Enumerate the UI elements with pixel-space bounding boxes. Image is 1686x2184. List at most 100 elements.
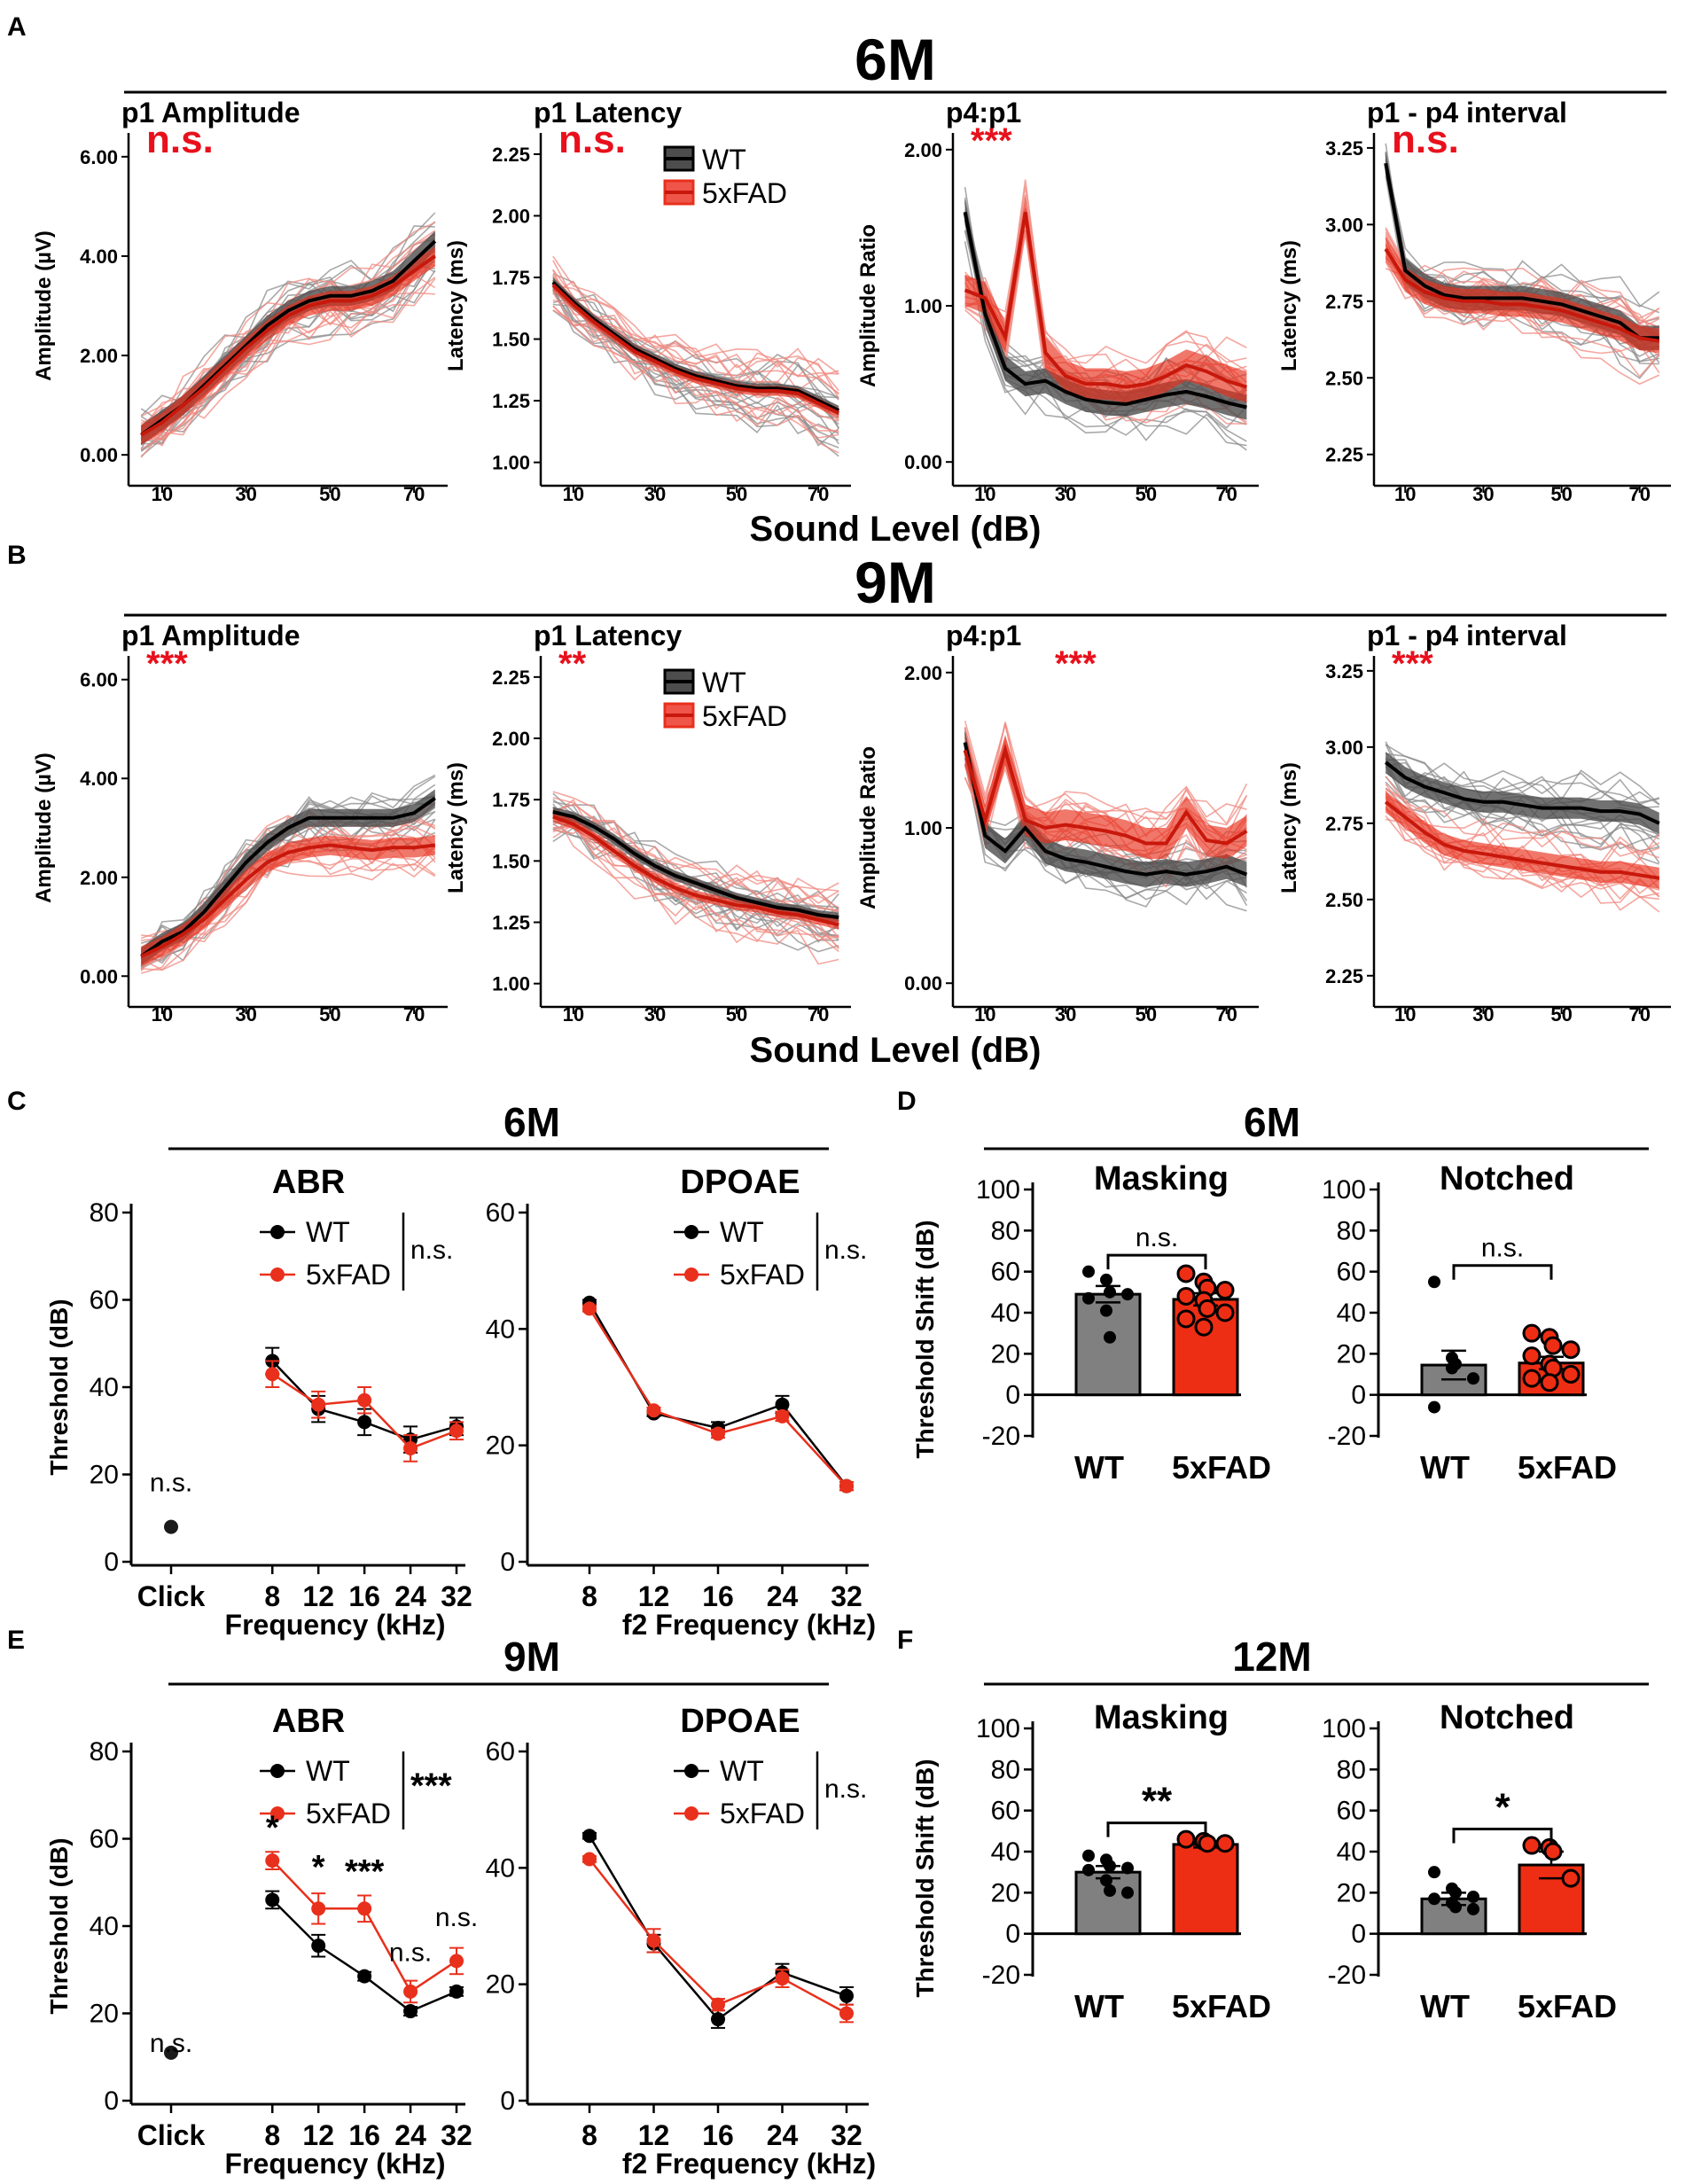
- trace-wt: [964, 241, 1247, 442]
- panel-letter-A: A: [7, 12, 27, 42]
- trace-fad: [552, 285, 839, 385]
- legend-marker-fad: [270, 1806, 285, 1821]
- y-tick-label: 40: [1337, 1837, 1366, 1867]
- dot-wt: [1104, 1285, 1116, 1299]
- trace-fad: [552, 275, 839, 392]
- data-point-fad: [311, 1397, 326, 1412]
- y-tick-label: 100: [1322, 1175, 1366, 1205]
- mean-line-fad: [551, 283, 840, 415]
- y-tick-label: 1.75: [492, 789, 530, 811]
- x-tick-label: 10: [152, 483, 173, 505]
- subplot-title: Masking: [1094, 1160, 1229, 1197]
- x-tick-label: 12: [638, 2119, 670, 2151]
- band-fad: [141, 246, 435, 445]
- data-point-wt: [265, 1892, 280, 1907]
- dot-fad: [1176, 1264, 1196, 1283]
- trace-fad: [140, 230, 436, 437]
- panel-letter-F: F: [897, 1626, 913, 1655]
- x-tick-label: 32: [831, 2119, 863, 2151]
- significance-label: n.s.: [146, 118, 214, 161]
- y-tick-label: 100: [976, 1175, 1020, 1205]
- x-tick-label: 10: [974, 483, 995, 505]
- subplot-B-2: p4:p1 *** Amplitude Ratio 0.00 1.00 2.00 10 30 5…: [856, 620, 1259, 1026]
- y-tick-label: 6.00: [80, 669, 118, 691]
- y-tick-label: 2.00: [904, 139, 942, 161]
- y-tick-label: 0: [1005, 1381, 1020, 1410]
- trace-fad: [1385, 818, 1660, 901]
- y-tick-label: 0: [104, 2086, 119, 2116]
- mean-line-fad: [1384, 247, 1660, 343]
- subplot-title: p1 Amplitude: [121, 620, 300, 651]
- shared-xlabel-A: Sound Level (dB): [750, 510, 1042, 549]
- y-tick-label: 2.25: [1325, 444, 1363, 466]
- mean-line-fad: [964, 211, 1247, 389]
- dot-fad: [1561, 1340, 1581, 1360]
- x-tick-label: Click: [137, 2119, 206, 2151]
- band-wt: [964, 199, 1247, 420]
- x-tick-label: 12: [638, 1580, 670, 1612]
- dot-wt: [1449, 1886, 1462, 1899]
- y-tick-label: 1.50: [492, 850, 530, 872]
- dot-fad: [1215, 1281, 1235, 1300]
- y-tick-label: 6.00: [80, 146, 118, 168]
- y-tick-label: 3.25: [1325, 137, 1363, 160]
- x-tick-label: 24: [394, 2119, 426, 2151]
- y-tick-label: 0: [1351, 1381, 1366, 1410]
- y-axis-label: Amplitude (µV): [32, 230, 56, 381]
- y-tick-label: 4.00: [80, 768, 118, 790]
- group-title-C: 6M: [503, 1099, 560, 1145]
- dot-fad: [1194, 1317, 1214, 1337]
- y-tick-label: 80: [1337, 1216, 1366, 1245]
- data-point-fad: [582, 1301, 597, 1316]
- y-axis-label: Amplitude (µV): [32, 753, 56, 903]
- x-tick-label: 50: [1550, 483, 1572, 505]
- x-tick-label: 70: [403, 1003, 425, 1026]
- x-tick-label: 32: [831, 1580, 863, 1612]
- subplot-title: ABR: [272, 1703, 345, 1740]
- dot-wt: [1428, 1866, 1440, 1879]
- legend-label-wt: WT: [720, 1216, 764, 1248]
- legend-marker-wt: [684, 1764, 699, 1778]
- band-fad: [1385, 237, 1659, 354]
- y-tick-label: 2.00: [492, 728, 530, 750]
- dot-wt: [1100, 1273, 1112, 1286]
- y-axis-label: Amplitude Ratio: [856, 746, 880, 909]
- dot-fad: [1198, 1834, 1217, 1853]
- subplot-D-masking: Masking Threshold Shift (dB) -20 0 20 40 60 80 1…: [911, 1160, 1271, 1486]
- trace-wt: [964, 215, 1247, 447]
- x-tick-label: 10: [974, 1003, 995, 1026]
- x-tick-label: 30: [235, 483, 256, 505]
- x-tick-label: 8: [264, 1580, 280, 1612]
- x-tick-label: 24: [767, 2119, 799, 2151]
- band-fad: [141, 835, 435, 967]
- significance-label: ***: [1392, 644, 1433, 683]
- y-tick-label: 0.00: [904, 451, 942, 473]
- band-wt: [552, 807, 839, 923]
- mean-line-wt: [1384, 760, 1660, 825]
- click-point: [164, 1519, 178, 1534]
- bracket-sig: n.s.: [1136, 1223, 1178, 1252]
- x-tick-label: 70: [1628, 1003, 1650, 1026]
- y-tick-label: 60: [486, 1737, 515, 1767]
- trace-fad: [1385, 807, 1659, 911]
- x-tick-label: 24: [767, 1580, 799, 1612]
- dot-wt: [1082, 1863, 1095, 1876]
- data-point-wt: [582, 1829, 597, 1844]
- y-tick-label: 0: [1005, 1920, 1020, 1949]
- data-point-fad: [265, 1367, 280, 1382]
- significance-label: **: [558, 644, 587, 683]
- dot-fad: [1176, 1286, 1196, 1306]
- legend-label-fad: 5xFAD: [702, 700, 787, 732]
- dot-wt: [1446, 1361, 1458, 1375]
- dot-fad: [1561, 1868, 1581, 1888]
- y-tick-label: 3.00: [1325, 214, 1363, 236]
- sig-bracket: [1452, 1828, 1553, 1844]
- dot-wt: [1082, 1291, 1095, 1305]
- mean-line-fad: [963, 744, 1248, 846]
- trace-fad: [141, 857, 436, 971]
- legend-sig: n.s.: [824, 1774, 867, 1804]
- data-point-fad: [311, 1901, 326, 1916]
- y-tick-label: 0: [500, 1548, 515, 1577]
- legend-label-wt: WT: [702, 144, 746, 176]
